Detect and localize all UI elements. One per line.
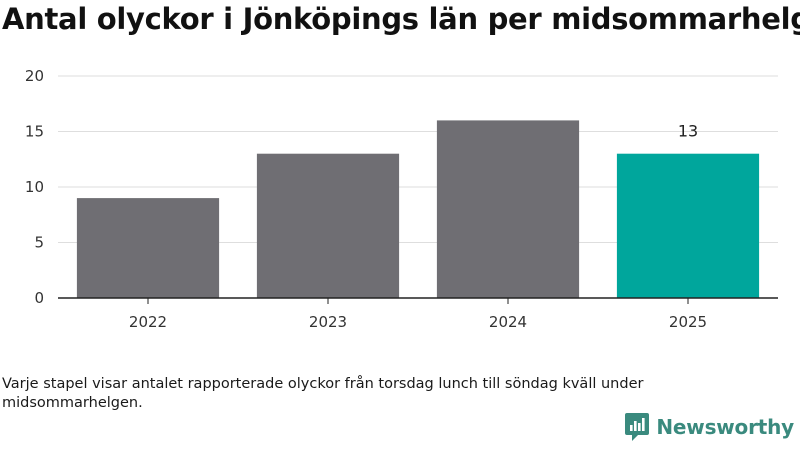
bar-2023 xyxy=(256,153,400,298)
bars xyxy=(76,120,760,299)
x-tick-label: 2025 xyxy=(669,313,707,331)
y-tick-label: 15 xyxy=(25,123,44,141)
x-tick-label: 2023 xyxy=(309,313,347,331)
bar-2025 xyxy=(616,153,760,298)
bar-2022 xyxy=(76,198,220,298)
brand-logo[interactable]: Newsworthy xyxy=(624,412,794,442)
x-tick-label: 2022 xyxy=(129,313,167,331)
bar-chart: 0 5 10 15 20 2022 2023 2024 2025 13 xyxy=(25,67,778,331)
chart-footnote: Varje stapel visar antalet rapporterade … xyxy=(2,376,644,411)
y-tick-label: 0 xyxy=(34,289,44,307)
chart-title: Antal olyckor i Jönköpings län per midso… xyxy=(2,2,800,36)
x-axis-ticks: 2022 2023 2024 2025 xyxy=(129,298,707,331)
x-tick-label: 2024 xyxy=(489,313,527,331)
y-tick-label: 10 xyxy=(25,178,44,196)
newsworthy-logo-icon xyxy=(625,413,650,441)
y-tick-label: 5 xyxy=(34,234,44,252)
data-label-2025: 13 xyxy=(678,122,698,141)
data-labels: 13 xyxy=(678,122,698,141)
brand-name: Newsworthy xyxy=(656,415,794,439)
y-axis-ticks: 0 5 10 15 20 xyxy=(25,67,44,307)
bar-2024 xyxy=(436,120,580,299)
y-tick-label: 20 xyxy=(25,67,44,85)
